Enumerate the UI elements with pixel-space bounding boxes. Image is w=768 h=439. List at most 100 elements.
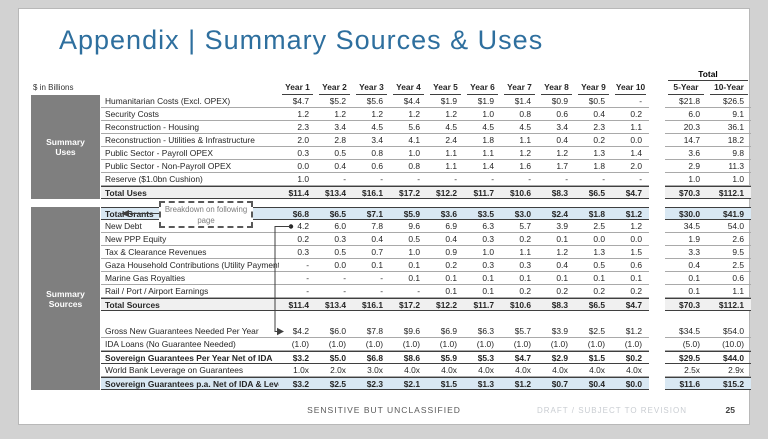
- total-value-cell: $30.0: [665, 207, 707, 220]
- year-value-cell: 4.5: [427, 121, 464, 134]
- column-gap: [649, 134, 665, 147]
- total-value-cell: $112.1: [707, 298, 751, 311]
- year-value-cell: $12.2: [427, 186, 464, 199]
- year-value-cell: 1.1: [501, 134, 538, 147]
- year-value-cell: -: [316, 173, 353, 186]
- year-value-cell: 3.0x: [353, 364, 390, 377]
- year-value-cell: -: [538, 173, 575, 186]
- year-value-cell: 2.0: [279, 134, 316, 147]
- year-value-cell: $11.4: [279, 186, 316, 199]
- row-label: IDA Loans (No Guarantee Needed): [101, 338, 279, 351]
- table-row: New Debt 4.2 6.0 7.8 9.6 6.9 6.3 5.7 3.9 2.5 1.2 34…: [101, 220, 751, 233]
- year-value-cell: $5.7: [501, 325, 538, 338]
- column-gap: [649, 351, 665, 364]
- total-value-cell: 18.2: [707, 134, 751, 147]
- uses-rows: Humanitarian Costs (Excl. OPEX) $4.7 $5.2 $…: [101, 95, 751, 199]
- table-row: Humanitarian Costs (Excl. OPEX) $4.7 $5.2 $…: [101, 95, 751, 108]
- guarantees-rows: Gross New Guarantees Needed Per Year $4.2…: [101, 325, 751, 390]
- year-value-cell: $1.2: [612, 325, 649, 338]
- column-header-year-7: Year 7: [501, 81, 538, 95]
- row-label: Rail / Port / Airport Earnings: [101, 285, 279, 298]
- year-value-cell: 0.4: [427, 233, 464, 246]
- table-row: Total Uses $11.4 $13.4 $16.1 $17.2 $12.2 $11.7…: [101, 186, 751, 199]
- year-value-cell: 0.0: [279, 160, 316, 173]
- year-value-cell: $16.1: [353, 186, 390, 199]
- year-value-cell: $11.4: [279, 298, 316, 311]
- year-value-cell: $6.8: [353, 351, 390, 364]
- year-value-cell: 0.1: [501, 272, 538, 285]
- sources-rows: Total Grants $6.8 $6.5 $7.1 $5.9 $3.6 $3.5 $3.0…: [101, 207, 751, 311]
- year-value-cell: $0.4: [575, 377, 612, 390]
- column-header-year-4: Year 4: [390, 81, 427, 95]
- year-value-cell: -: [316, 272, 353, 285]
- year-value-cell: 3.4: [316, 121, 353, 134]
- total-value-cell: 3.3: [665, 246, 707, 259]
- year-value-cell: 0.6: [353, 160, 390, 173]
- total-value-cell: $44.0: [707, 351, 751, 364]
- year-value-cell: 1.0: [390, 147, 427, 160]
- total-value-cell: $54.0: [707, 325, 751, 338]
- year-value-cell: 0.6: [612, 259, 649, 272]
- total-value-cell: 54.0: [707, 220, 751, 233]
- year-value-cell: 0.5: [575, 259, 612, 272]
- year-value-cell: 0.4: [316, 160, 353, 173]
- year-value-cell: -: [390, 173, 427, 186]
- section-spacer: [101, 311, 751, 325]
- year-value-cell: 1.7: [538, 160, 575, 173]
- year-value-cell: (1.0): [353, 338, 390, 351]
- year-value-cell: 0.0: [575, 233, 612, 246]
- table-row: Gaza Household Contributions (Utility Pa…: [101, 259, 751, 272]
- year-value-cell: 0.1: [538, 272, 575, 285]
- row-label: Security Costs: [101, 108, 279, 121]
- year-value-cell: $2.5: [316, 377, 353, 390]
- year-value-cell: $13.4: [316, 298, 353, 311]
- total-value-cell: 1.1: [707, 285, 751, 298]
- year-value-cell: 0.8: [390, 160, 427, 173]
- row-label: Total Sources: [101, 298, 279, 311]
- column-gap: [649, 121, 665, 134]
- table-row: World Bank Leverage on Guarantees 1.0x 2.0…: [101, 364, 751, 377]
- year-value-cell: -: [390, 285, 427, 298]
- year-value-cell: (1.0): [427, 338, 464, 351]
- year-value-cell: (1.0): [464, 338, 501, 351]
- row-label: Public Sector - Non-Payroll OPEX: [101, 160, 279, 173]
- year-value-cell: 1.2: [538, 246, 575, 259]
- year-value-cell: 0.3: [316, 233, 353, 246]
- total-value-cell: 0.1: [665, 285, 707, 298]
- year-value-cell: $4.7: [612, 186, 649, 199]
- column-gap: [649, 338, 665, 351]
- year-value-cell: 0.4: [538, 134, 575, 147]
- table-row: Security Costs 1.2 1.2 1.2 1.2 1.2 1.0 0.8 0.6 0.…: [101, 108, 751, 121]
- table-row: Tax & Clearance Revenues 0.3 0.5 0.7 1.0 0.9 1…: [101, 246, 751, 259]
- column-header-5-year: 5-Year: [665, 81, 707, 95]
- year-value-cell: $10.6: [501, 298, 538, 311]
- year-value-cell: (1.0): [501, 338, 538, 351]
- year-value-cell: $9.6: [390, 325, 427, 338]
- row-label: Reserve ($1.0bn Cushion): [101, 173, 279, 186]
- year-value-cell: 1.2: [427, 108, 464, 121]
- column-gap: [649, 246, 665, 259]
- column-gap: [649, 207, 665, 220]
- year-value-cell: 0.2: [279, 233, 316, 246]
- year-value-cell: -: [279, 272, 316, 285]
- column-header-label: Year 3: [356, 81, 387, 95]
- column-header-label: 10-Year: [710, 81, 748, 95]
- total-value-cell: 14.7: [665, 134, 707, 147]
- year-value-cell: 0.3: [279, 246, 316, 259]
- year-value-cell: 0.5: [316, 147, 353, 160]
- year-value-cell: -: [279, 259, 316, 272]
- year-value-cell: 1.2: [390, 108, 427, 121]
- table-row: Marine Gas Royalties - - -0.1 0.1 0.1 0.1 0.1 0.…: [101, 272, 751, 285]
- year-value-cell: 1.4: [612, 147, 649, 160]
- header-spacer: [101, 81, 279, 95]
- total-value-cell: 9.5: [707, 246, 751, 259]
- year-value-cell: -: [427, 173, 464, 186]
- year-value-cell: 0.3: [464, 233, 501, 246]
- year-value-cell: -: [353, 173, 390, 186]
- year-value-cell: $5.6: [353, 95, 390, 108]
- table-row: Reconstruction - Utilities & Infrastruct…: [101, 134, 751, 147]
- year-value-cell: $5.2: [316, 95, 353, 108]
- table-row: Sovereign Guarantees Per Year Net of IDA…: [101, 351, 751, 364]
- year-value-cell: 4.0x: [390, 364, 427, 377]
- column-header-year-3: Year 3: [353, 81, 390, 95]
